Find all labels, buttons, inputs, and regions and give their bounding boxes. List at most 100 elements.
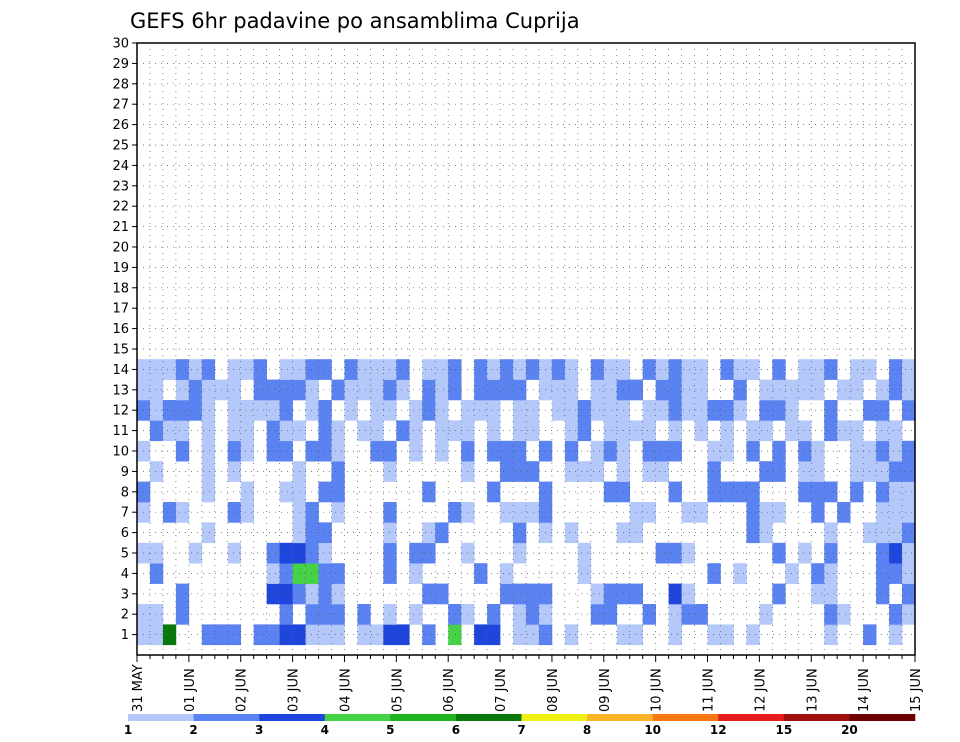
heatmap-cell <box>876 379 890 401</box>
heatmap-cell <box>746 359 760 380</box>
heatmap-cell <box>551 379 566 401</box>
heatmap-cell <box>603 481 618 503</box>
heatmap-cell <box>590 604 605 625</box>
x-tick-label: 09 JUN <box>598 668 613 712</box>
y-tick-label: 2 <box>121 608 129 623</box>
heatmap-cell <box>318 359 332 380</box>
legend-label: 5 <box>386 723 394 737</box>
legend-swatch <box>259 714 326 721</box>
heatmap-cell <box>526 502 540 523</box>
heatmap-cell <box>318 420 332 442</box>
heatmap-cell <box>305 542 319 564</box>
x-tick-label: 13 JUN <box>805 668 820 712</box>
y-tick-label: 21 <box>112 220 129 235</box>
heatmap-cell <box>902 563 916 584</box>
heatmap-cell <box>227 379 242 401</box>
heatmap-cell <box>681 542 695 564</box>
heatmap-cell <box>902 461 916 482</box>
heatmap-cell <box>305 400 319 421</box>
y-tick-label: 23 <box>112 179 129 194</box>
y-tick-label: 7 <box>121 506 129 521</box>
heatmap-cell <box>707 461 721 482</box>
heatmap-cell <box>850 461 864 482</box>
heatmap-cell <box>798 379 812 401</box>
heatmap-cell <box>266 400 280 421</box>
y-tick-label: 13 <box>112 383 129 398</box>
heatmap-cell <box>162 359 177 380</box>
heatmap-cell <box>629 420 643 442</box>
x-tick-label: 05 JUN <box>390 668 405 712</box>
heatmap-cell <box>811 502 825 523</box>
heatmap-cell <box>850 440 864 462</box>
heatmap-cell <box>876 461 890 482</box>
heatmap-cell <box>655 542 669 564</box>
heatmap-cell <box>240 481 254 503</box>
heatmap-cell <box>681 502 695 523</box>
heatmap-cell <box>798 461 812 482</box>
heatmap-cell <box>707 440 721 462</box>
heatmap-cell <box>837 420 851 442</box>
heatmap-cell <box>629 379 643 401</box>
heatmap-cell <box>240 440 254 462</box>
heatmap-cell <box>448 604 462 625</box>
heatmap-cell <box>175 583 190 605</box>
heatmap-cell <box>344 359 358 380</box>
heatmap-cell <box>305 583 319 605</box>
heatmap-cell <box>798 481 812 503</box>
heatmap-cell <box>720 420 734 442</box>
heatmap-cell <box>655 400 669 421</box>
heatmap-cell <box>149 420 164 442</box>
heatmap-cell <box>487 400 501 421</box>
heatmap-cell <box>889 563 903 584</box>
legend-swatch <box>193 714 260 721</box>
heatmap-cell <box>149 604 164 625</box>
x-tick-label: 08 JUN <box>546 668 561 712</box>
heatmap-cell <box>149 624 164 646</box>
heatmap-cell <box>668 481 682 503</box>
heatmap-cell <box>240 359 254 380</box>
heatmap-cell <box>435 522 449 544</box>
heatmap-cell <box>201 359 216 380</box>
heatmap-cell <box>331 502 345 523</box>
heatmap-cell <box>175 400 190 421</box>
heatmap-cell <box>175 420 190 442</box>
heatmap-cell <box>227 624 242 646</box>
heatmap-cell <box>487 359 501 380</box>
heatmap-cell <box>837 502 851 523</box>
heatmap-cell <box>720 400 734 421</box>
heatmap-cell <box>526 400 540 421</box>
heatmap-cell <box>681 583 695 605</box>
heatmap-cell <box>876 440 890 462</box>
heatmap-cell <box>902 502 916 523</box>
heatmap-cell <box>902 359 916 380</box>
heatmap-cell <box>279 420 293 442</box>
heatmap-cell <box>577 542 592 564</box>
heatmap-cell <box>590 583 605 605</box>
heatmap-cell <box>422 481 436 503</box>
heatmap-cell <box>876 420 890 442</box>
heatmap-cell <box>902 481 916 503</box>
legend-swatch <box>783 714 850 721</box>
heatmap-cell <box>668 542 682 564</box>
heatmap-cell <box>876 542 890 564</box>
heatmap-cell <box>902 604 916 625</box>
heatmap-cell <box>331 624 345 646</box>
color-legend: 1 2 3 4 5 6 7 8 10 12 15 20 <box>124 714 916 737</box>
heatmap-cell <box>513 440 527 462</box>
heatmap-cell <box>681 604 695 625</box>
heatmap-cell <box>513 502 527 523</box>
heatmap-cell <box>279 481 293 503</box>
heatmap-cell <box>798 542 812 564</box>
heatmap-cell <box>668 400 682 421</box>
heatmap-cell <box>681 359 695 380</box>
heatmap-cell <box>629 502 643 523</box>
y-tick-label: 25 <box>112 139 129 154</box>
heatmap-cell <box>175 502 190 523</box>
heatmap-cell <box>500 440 514 462</box>
heatmap-cell <box>902 379 916 401</box>
heatmap-cell <box>798 420 812 442</box>
heatmap-cell <box>318 522 332 544</box>
heatmap-cell <box>500 583 514 605</box>
heatmap-cell <box>279 583 293 605</box>
heatmap-cell <box>435 379 449 401</box>
